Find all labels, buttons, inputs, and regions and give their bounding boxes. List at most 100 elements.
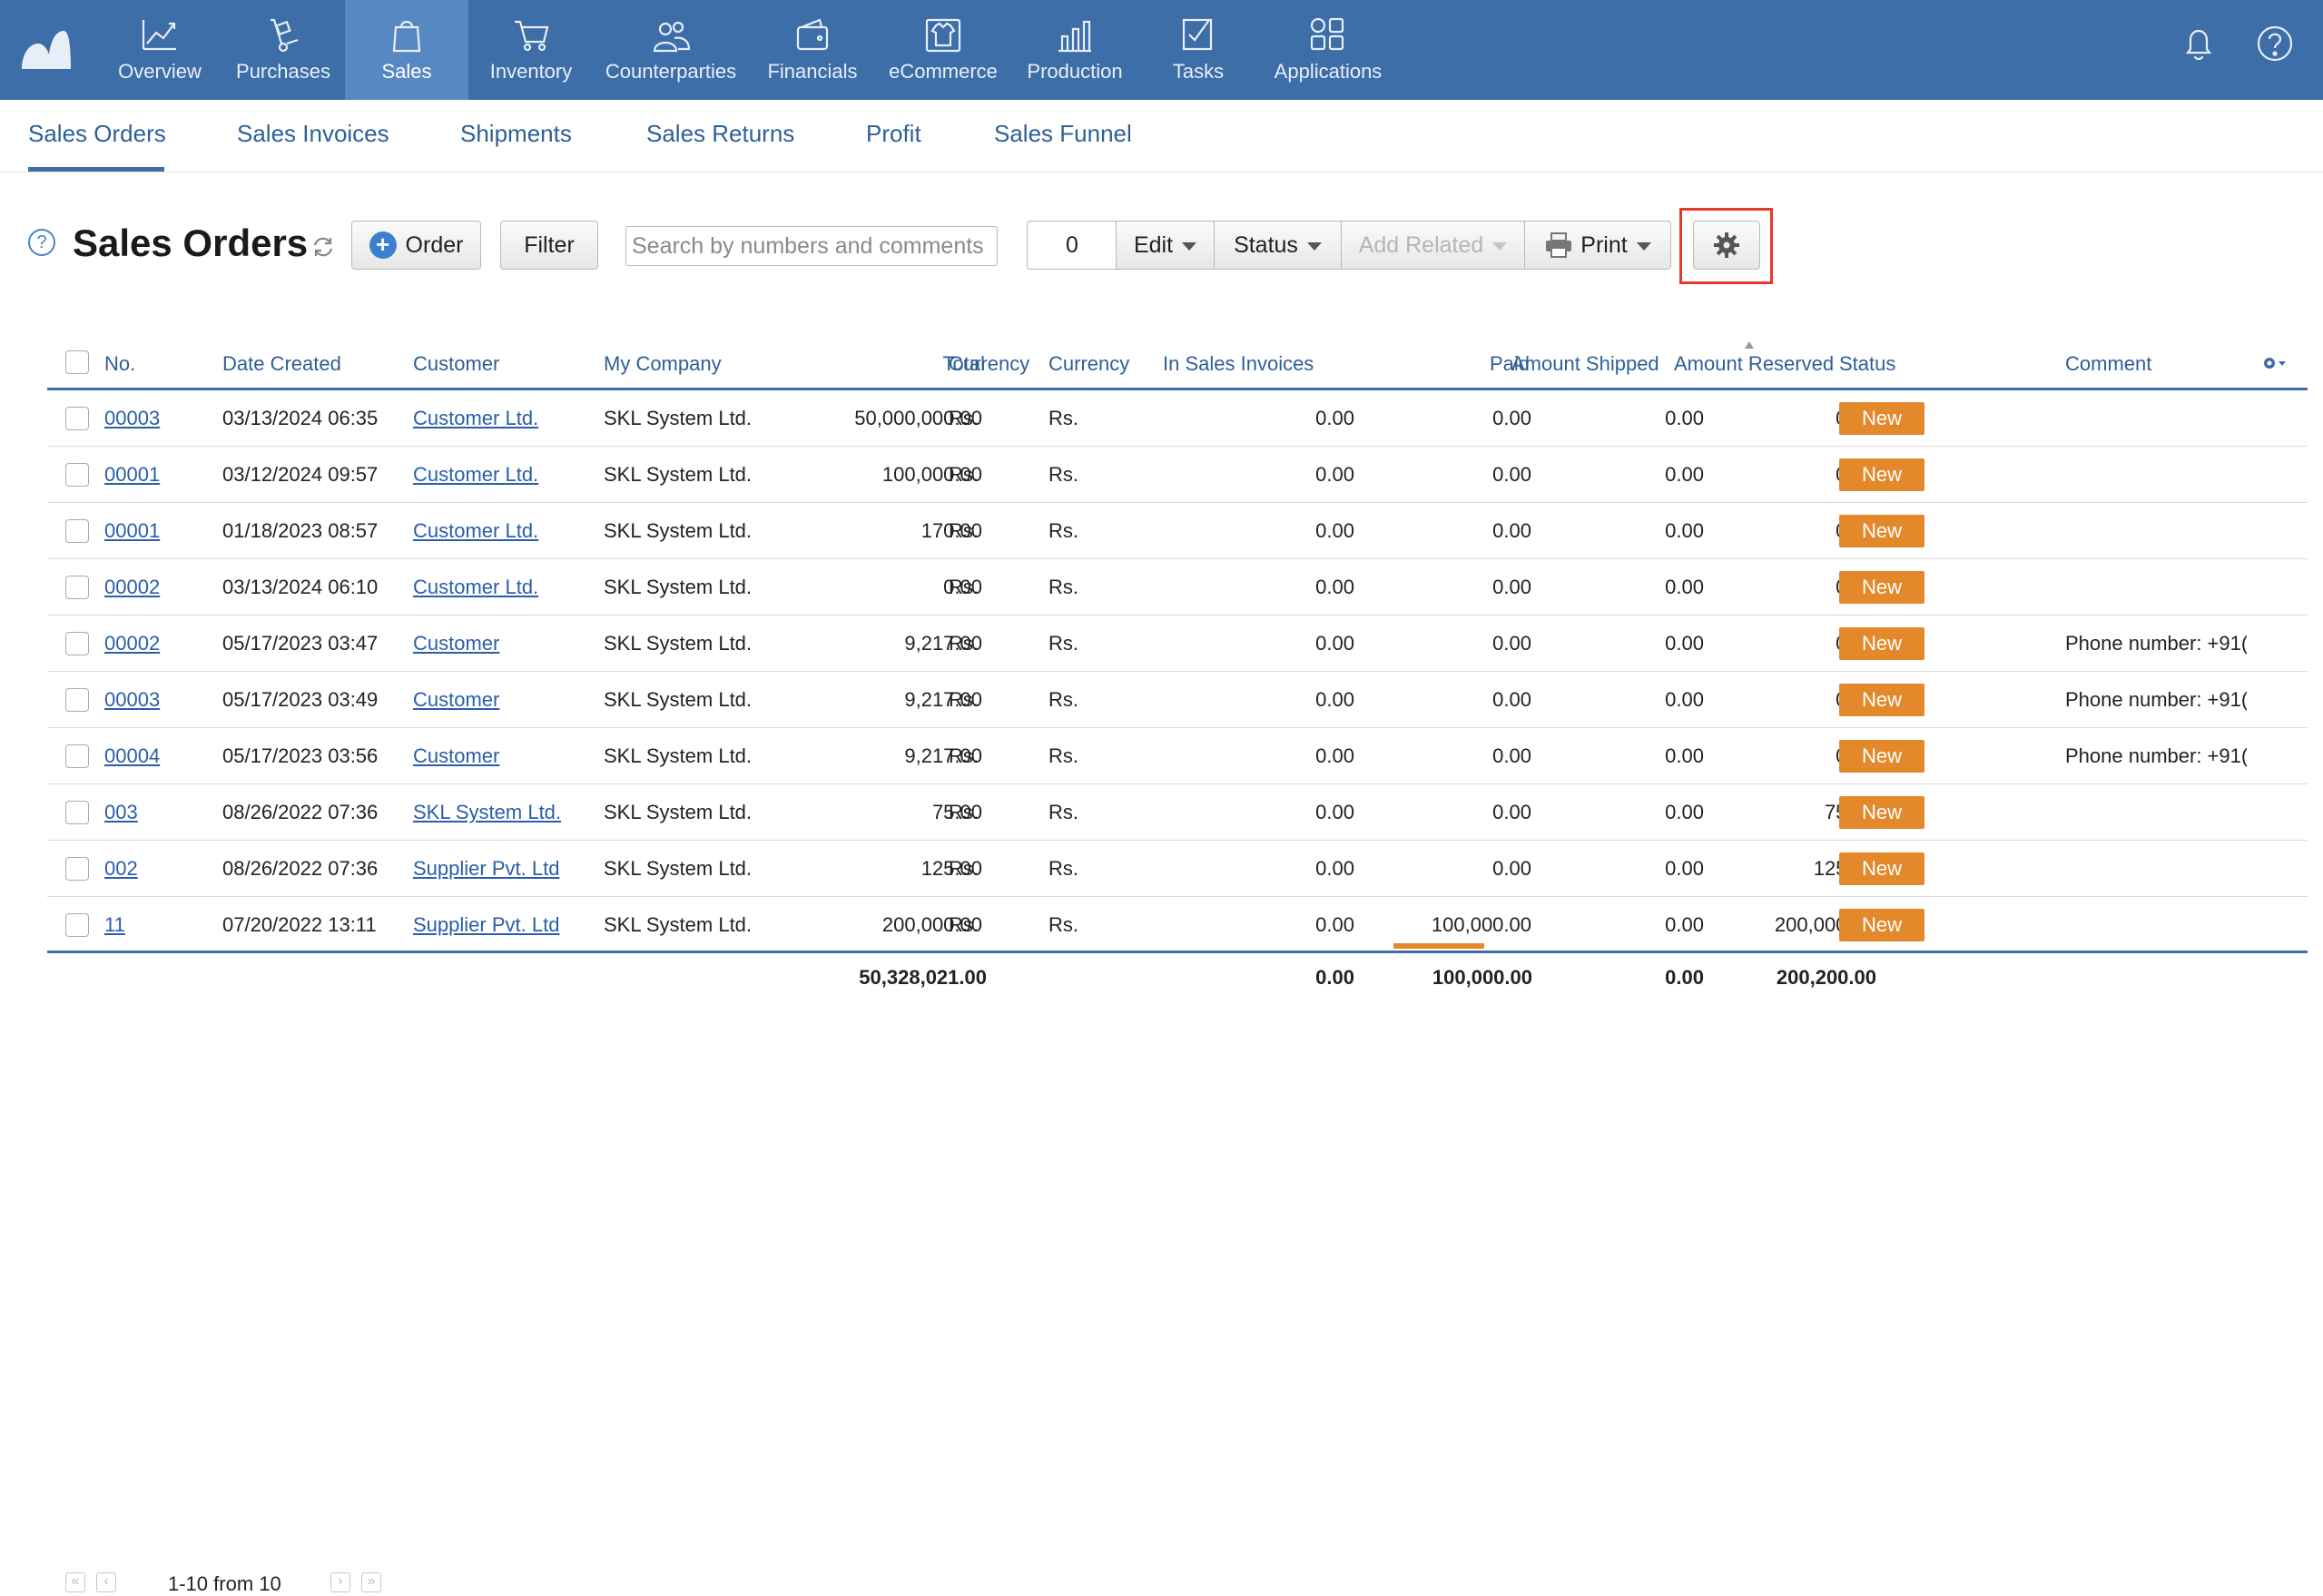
status-badge[interactable]: New	[1839, 627, 1924, 660]
refresh-icon[interactable]	[310, 234, 336, 260]
header-currency-1[interactable]: Currency	[949, 352, 1030, 375]
table-row[interactable]: 002 08/26/2022 07:36 Supplier Pvt. Ltd SKL …	[47, 841, 2308, 897]
header-paid[interactable]: Paid	[1489, 352, 1530, 375]
order-number-link[interactable]: 002	[104, 857, 138, 880]
customer-link[interactable]: Customer Ltd.	[413, 519, 539, 542]
header-in-sales-invoices[interactable]: In Sales Invoices	[1163, 352, 1314, 375]
table-row[interactable]: 003 08/26/2022 07:36 SKL System Ltd. SKL Sy…	[47, 784, 2308, 841]
customer-link[interactable]: Supplier Pvt. Ltd	[413, 857, 560, 880]
header-currency-2[interactable]: Currency	[1048, 352, 1130, 375]
table-row[interactable]: 00003 03/13/2024 06:35 Customer Ltd. SKL Sy…	[47, 390, 2308, 447]
header-amount-shipped[interactable]: Amount Shipped	[1511, 352, 1659, 375]
app-logo-icon[interactable]	[20, 27, 71, 71]
settings-button[interactable]	[1693, 221, 1760, 270]
customer-link[interactable]: Customer	[413, 632, 500, 655]
header-customer[interactable]: Customer	[413, 352, 500, 375]
print-dropdown[interactable]: Print	[1524, 221, 1671, 270]
filter-button[interactable]: Filter	[500, 221, 598, 270]
customer-link[interactable]: Customer Ltd.	[413, 407, 539, 429]
row-checkbox[interactable]	[65, 576, 89, 599]
help-question-icon[interactable]	[2255, 24, 2295, 64]
row-checkbox[interactable]	[65, 688, 89, 712]
row-checkbox[interactable]	[65, 744, 89, 768]
tab-sales-orders[interactable]: Sales Orders	[28, 120, 166, 147]
status-badge[interactable]: New	[1839, 571, 1924, 604]
order-number-link[interactable]: 11	[104, 913, 125, 936]
last-page-button[interactable]: »	[361, 1572, 381, 1592]
header-total[interactable]: Total	[942, 352, 985, 375]
customer-link[interactable]: Supplier Pvt. Ltd	[413, 913, 560, 936]
customer-link[interactable]: Customer Ltd.	[413, 576, 539, 598]
nav-applications[interactable]: Applications	[1269, 0, 1387, 100]
order-number-link[interactable]: 00001	[104, 519, 161, 542]
nav-inventory[interactable]: Inventory	[481, 0, 581, 100]
nav-production[interactable]: Production	[1024, 0, 1126, 100]
table-row[interactable]: 00003 05/17/2023 03:49 Customer SKL System …	[47, 672, 2308, 728]
prev-page-button[interactable]: ‹	[96, 1572, 116, 1592]
header-status[interactable]: Status	[1839, 352, 1896, 375]
row-checkbox[interactable]	[65, 857, 89, 881]
nav-tasks[interactable]: Tasks	[1153, 0, 1244, 100]
status-dropdown[interactable]: Status	[1214, 221, 1342, 270]
row-checkbox[interactable]	[65, 407, 89, 430]
table-row[interactable]: 00001 01/18/2023 08:57 Customer Ltd. SKL Sy…	[47, 503, 2308, 559]
table-row[interactable]: 00002 05/17/2023 03:47 Customer SKL System …	[47, 616, 2308, 672]
nav-overview[interactable]: Overview	[114, 0, 205, 100]
status-badge[interactable]: New	[1839, 515, 1924, 547]
order-number-link[interactable]: 00003	[104, 688, 161, 711]
row-checkbox[interactable]	[65, 801, 89, 824]
row-checkbox[interactable]	[65, 913, 89, 937]
table-row[interactable]: 00004 05/17/2023 03:56 Customer SKL System …	[47, 728, 2308, 784]
tab-shipments[interactable]: Shipments	[460, 120, 572, 147]
status-badge[interactable]: New	[1839, 684, 1924, 716]
nav-purchases[interactable]: Purchases	[229, 0, 338, 100]
add-related-dropdown[interactable]: Add Related	[1341, 221, 1525, 270]
nav-counterparties[interactable]: Counterparties	[603, 0, 739, 100]
nav-ecommerce[interactable]: eCommerce	[884, 0, 1002, 100]
customer-link[interactable]: SKL System Ltd.	[413, 801, 562, 823]
customer-link[interactable]: Customer	[413, 744, 500, 767]
order-number-link[interactable]: 00003	[104, 407, 161, 429]
row-checkbox[interactable]	[65, 519, 89, 543]
tab-sales-funnel[interactable]: Sales Funnel	[994, 120, 1132, 147]
table-row[interactable]: 11 07/20/2022 13:11 Supplier Pvt. Ltd SKL S…	[47, 897, 2308, 953]
nav-financials[interactable]: Financials	[763, 0, 862, 100]
table-row[interactable]: 00002 03/13/2024 06:10 Customer Ltd. SKL Sy…	[47, 559, 2308, 616]
status-badge[interactable]: New	[1839, 796, 1924, 829]
status-badge[interactable]: New	[1839, 740, 1924, 773]
order-number-link[interactable]: 003	[104, 801, 138, 823]
tab-sales-invoices[interactable]: Sales Invoices	[237, 120, 389, 147]
header-my-company[interactable]: My Company	[604, 352, 722, 375]
total-value: 9,217.00	[904, 688, 982, 711]
status-badge[interactable]: New	[1839, 402, 1924, 435]
row-checkbox[interactable]	[65, 463, 89, 487]
tab-sales-returns[interactable]: Sales Returns	[646, 120, 795, 147]
edit-dropdown[interactable]: Edit	[1116, 221, 1215, 270]
header-no[interactable]: No.	[104, 352, 136, 375]
header-amount-reserved[interactable]: Amount Reserved	[1674, 352, 1835, 375]
header-comment[interactable]: Comment	[2065, 352, 2152, 375]
total-value: 170.00	[920, 519, 982, 542]
order-number-link[interactable]: 00001	[104, 463, 161, 486]
order-number-link[interactable]: 00002	[104, 632, 161, 655]
first-page-button[interactable]: «	[65, 1572, 85, 1592]
new-order-button[interactable]: + Order	[351, 221, 481, 270]
page-help-icon[interactable]: ?	[28, 229, 55, 256]
status-badge[interactable]: New	[1839, 458, 1924, 491]
table-row[interactable]: 00001 03/12/2024 09:57 Customer Ltd. SKL Sy…	[47, 447, 2308, 503]
nav-sales[interactable]: Sales	[345, 0, 468, 100]
customer-link[interactable]: Customer	[413, 688, 500, 711]
search-input[interactable]	[625, 226, 998, 266]
header-date-created[interactable]: Date Created	[222, 352, 341, 375]
row-checkbox[interactable]	[65, 632, 89, 655]
column-settings-icon[interactable]	[2262, 354, 2289, 372]
status-badge[interactable]: New	[1839, 852, 1924, 885]
tab-profit[interactable]: Profit	[866, 120, 921, 147]
notifications-bell-icon[interactable]	[2179, 24, 2219, 64]
select-all-checkbox[interactable]	[65, 350, 89, 374]
customer-link[interactable]: Customer Ltd.	[413, 463, 539, 486]
status-badge[interactable]: New	[1839, 909, 1924, 941]
order-number-link[interactable]: 00004	[104, 744, 161, 767]
order-number-link[interactable]: 00002	[104, 576, 161, 598]
next-page-button[interactable]: ›	[330, 1572, 350, 1592]
